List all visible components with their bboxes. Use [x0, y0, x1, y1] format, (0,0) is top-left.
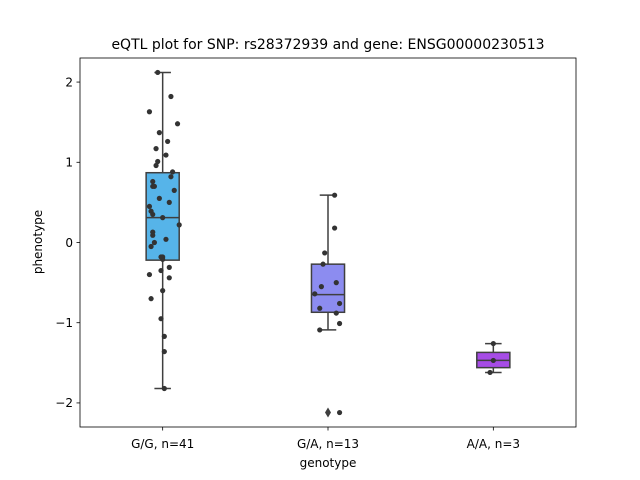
- data-point: [160, 215, 166, 221]
- data-point: [146, 271, 153, 278]
- x-tick-label: A/A, n=3: [467, 437, 520, 451]
- data-point: [320, 261, 326, 267]
- data-point: [146, 203, 153, 210]
- data-point: [322, 250, 328, 256]
- box-group: [310, 194, 346, 418]
- data-point: [336, 300, 343, 307]
- x-tick-label: G/A, n=13: [297, 437, 359, 451]
- data-point: [333, 310, 339, 316]
- data-point: [176, 222, 182, 228]
- data-point: [158, 316, 164, 322]
- points-layer: [146, 69, 496, 416]
- data-point: [151, 183, 157, 189]
- data-point: [490, 357, 496, 364]
- data-point: [148, 296, 154, 302]
- y-axis: −2 −1 0 1 2: [55, 75, 80, 410]
- y-tick-label: 1: [65, 156, 73, 170]
- chart-title: eQTL plot for SNP: rs28372939 and gene: …: [111, 37, 544, 53]
- data-point: [336, 320, 343, 327]
- data-point: [161, 385, 167, 392]
- data-point: [153, 146, 159, 152]
- y-tick-label: 0: [65, 236, 73, 250]
- x-tick-label: G/G, n=41: [131, 437, 194, 451]
- data-point: [155, 69, 161, 76]
- data-point: [168, 174, 174, 180]
- data-point: [163, 152, 169, 158]
- outlier-marker: [325, 407, 331, 418]
- data-point: [318, 284, 324, 290]
- data-point: [487, 369, 493, 376]
- x-axis-label: genotype: [300, 456, 357, 470]
- data-point: [160, 288, 166, 294]
- y-axis-label: phenotype: [31, 210, 45, 274]
- data-point: [332, 192, 338, 198]
- data-point: [156, 130, 162, 136]
- data-point: [155, 158, 161, 165]
- data-point: [174, 121, 181, 127]
- data-point: [150, 178, 156, 185]
- data-point: [317, 327, 323, 333]
- data-point: [332, 225, 338, 231]
- data-point: [333, 280, 339, 286]
- data-point: [171, 187, 177, 193]
- y-tick-label: 2: [65, 75, 73, 89]
- data-point: [169, 169, 176, 175]
- data-point: [146, 109, 153, 115]
- boxes-layer: [145, 71, 511, 418]
- data-point: [161, 333, 167, 339]
- y-tick-label: −2: [55, 396, 73, 410]
- y-tick-label: −1: [55, 316, 73, 330]
- data-point: [312, 291, 318, 297]
- data-point: [165, 138, 171, 145]
- data-point: [163, 236, 169, 242]
- data-point: [336, 409, 343, 416]
- data-point: [148, 243, 154, 250]
- data-point: [150, 232, 156, 238]
- data-point: [166, 199, 172, 205]
- data-point: [317, 305, 323, 311]
- data-point: [161, 348, 167, 355]
- data-point: [158, 267, 164, 274]
- data-point: [150, 211, 156, 218]
- data-point: [490, 340, 496, 347]
- data-point: [158, 254, 164, 260]
- x-axis: G/G, n=41 G/A, n=13 A/A, n=3: [131, 427, 520, 451]
- data-point: [166, 275, 172, 281]
- data-point: [151, 239, 157, 246]
- data-point: [156, 195, 162, 201]
- data-point: [166, 264, 172, 270]
- data-point: [153, 162, 159, 169]
- data-point: [168, 93, 174, 100]
